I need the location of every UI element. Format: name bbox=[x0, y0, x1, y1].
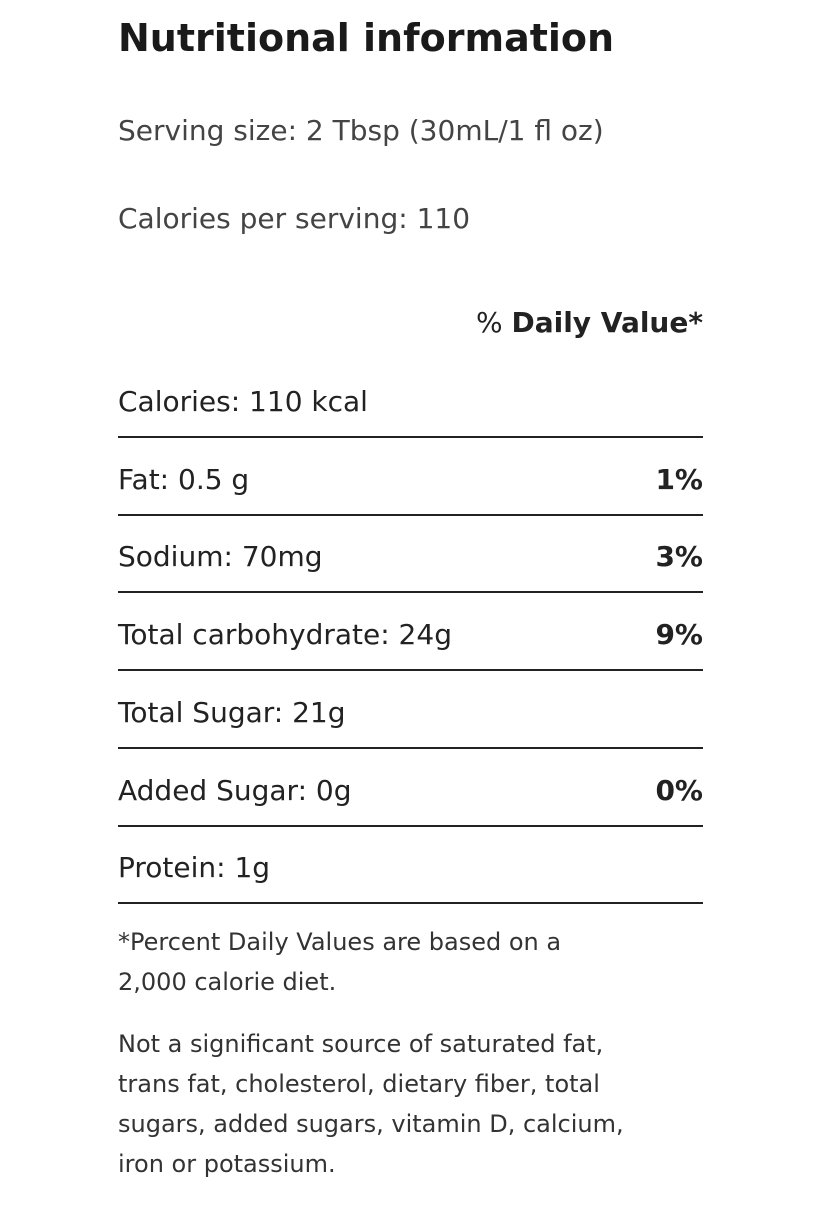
footnote-line: *Percent Daily Values are based on a bbox=[118, 928, 562, 956]
daily-percent: 3% bbox=[655, 540, 703, 574]
nutrient: Fat: 0.5 g bbox=[118, 462, 250, 496]
nutrient: Total carbohydrate: 24g bbox=[118, 618, 452, 652]
nutrient: Added Sugar: 0g bbox=[118, 773, 352, 807]
table-row: Calories: 110 kcal bbox=[118, 360, 703, 438]
daily-percent: 0% bbox=[655, 773, 703, 807]
table-row: Fat: 0.5 g 1% bbox=[118, 438, 703, 516]
table-row: Protein: 1g bbox=[118, 826, 703, 905]
note-line: trans fat, cholesterol, dietary fiber, t… bbox=[118, 1070, 600, 1098]
nutrient: Total Sugar: 21g bbox=[118, 695, 346, 729]
percent-sign: % bbox=[475, 306, 503, 339]
table-row: Added Sugar: 0g 0% bbox=[118, 749, 703, 827]
note: Not a significant source of saturated fa… bbox=[118, 1024, 624, 1184]
note-line: iron or potassium. bbox=[118, 1150, 336, 1178]
nutrient: Calories: 110 kcal bbox=[118, 385, 368, 418]
table-row: Total carbohydrate: 24g 9% bbox=[118, 593, 703, 672]
serving-size: Serving size: 2 Tbsp (30mL/1 fl oz) bbox=[118, 114, 604, 147]
footnote-line: 2,000 calorie diet. bbox=[118, 968, 337, 996]
footnote: *Percent Daily Values are based on a 2,00… bbox=[118, 922, 561, 1002]
note-line: Not a significant source of saturated fa… bbox=[118, 1030, 604, 1058]
title: Nutritional information bbox=[118, 16, 615, 60]
daily-value-label: Daily Value* bbox=[511, 306, 703, 339]
daily-percent: 1% bbox=[655, 462, 703, 496]
nutrient: Sodium: 70mg bbox=[118, 540, 323, 574]
nutrient: Protein: 1g bbox=[118, 851, 271, 885]
table-row: Sodium: 70mg 3% bbox=[118, 515, 703, 594]
daily-value-header: % Daily Value* bbox=[476, 306, 703, 339]
daily-percent: 9% bbox=[655, 618, 703, 652]
note-line: sugars, added sugars, vitamin D, calcium… bbox=[118, 1110, 624, 1138]
calories-per-serving: Calories per serving: 110 bbox=[118, 202, 471, 235]
table-row: Total Sugar: 21g bbox=[118, 671, 703, 749]
